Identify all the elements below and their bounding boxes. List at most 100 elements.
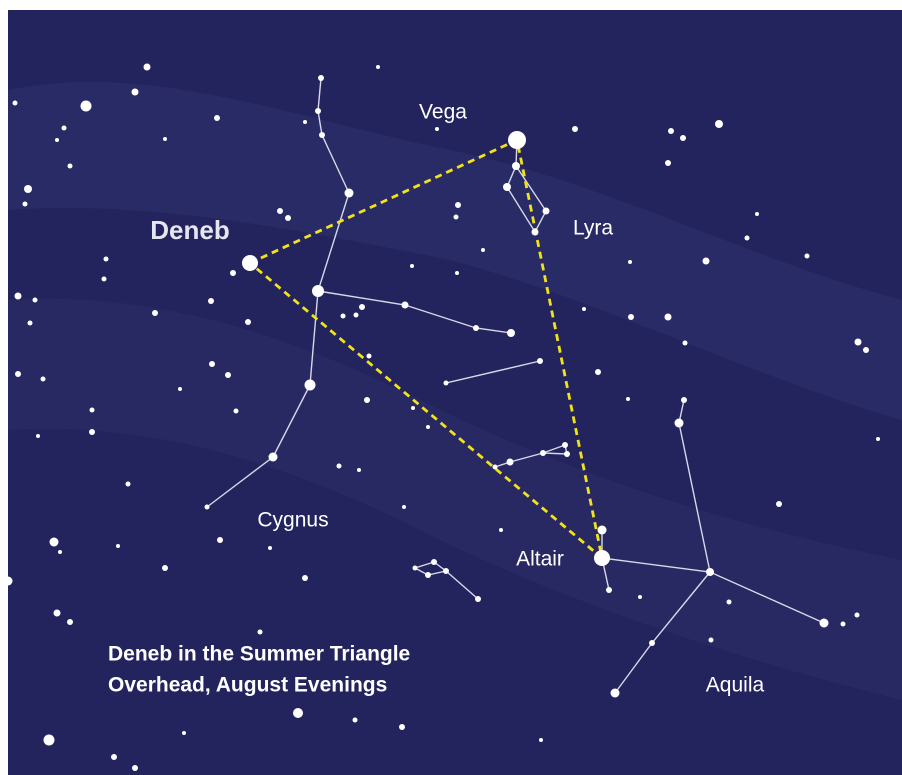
star bbox=[182, 731, 186, 735]
star bbox=[473, 325, 479, 331]
star bbox=[475, 596, 481, 602]
star bbox=[103, 256, 109, 262]
star bbox=[715, 120, 723, 128]
star bbox=[55, 138, 59, 142]
star bbox=[412, 565, 418, 571]
star bbox=[595, 369, 601, 375]
star bbox=[303, 120, 307, 124]
star bbox=[285, 215, 291, 221]
summer-triangle bbox=[247, 137, 605, 562]
constellation-label: Aquila bbox=[706, 674, 765, 697]
star bbox=[755, 212, 759, 216]
star bbox=[340, 313, 346, 319]
star bbox=[512, 162, 520, 170]
star bbox=[376, 65, 380, 69]
star bbox=[209, 361, 215, 367]
star bbox=[89, 429, 95, 435]
star bbox=[257, 629, 263, 635]
star bbox=[359, 304, 365, 310]
star-label: Altair bbox=[516, 548, 564, 571]
star bbox=[453, 214, 459, 220]
star bbox=[353, 312, 359, 318]
star bbox=[53, 609, 61, 617]
star bbox=[277, 208, 283, 214]
star bbox=[628, 314, 634, 320]
star bbox=[101, 276, 107, 282]
star bbox=[32, 297, 38, 303]
star bbox=[431, 559, 437, 565]
star bbox=[610, 688, 620, 698]
star bbox=[208, 298, 214, 304]
constellation-line bbox=[445, 360, 541, 384]
star bbox=[143, 63, 151, 71]
star bbox=[43, 734, 55, 746]
star bbox=[22, 201, 28, 207]
star bbox=[67, 619, 73, 625]
star bbox=[606, 587, 612, 593]
star bbox=[125, 481, 131, 487]
star bbox=[410, 264, 414, 268]
star-label: Deneb bbox=[150, 215, 229, 245]
star bbox=[178, 387, 182, 391]
star bbox=[562, 442, 568, 448]
star bbox=[649, 640, 655, 646]
star bbox=[840, 621, 846, 627]
star bbox=[682, 340, 688, 346]
star bbox=[594, 550, 610, 566]
milky-way-band bbox=[8, 298, 902, 700]
star bbox=[401, 301, 409, 309]
star bbox=[399, 724, 405, 730]
star bbox=[537, 358, 543, 364]
star bbox=[132, 765, 138, 771]
star bbox=[638, 595, 642, 599]
star bbox=[364, 397, 370, 403]
star bbox=[80, 100, 92, 112]
star bbox=[443, 380, 449, 386]
star bbox=[425, 572, 431, 578]
star bbox=[352, 717, 358, 723]
star bbox=[819, 618, 829, 628]
star bbox=[708, 637, 714, 643]
star bbox=[225, 372, 231, 378]
star bbox=[804, 253, 810, 259]
caption: Overhead, August Evenings bbox=[108, 674, 387, 697]
star bbox=[664, 313, 672, 321]
star bbox=[116, 544, 120, 548]
star bbox=[268, 452, 278, 462]
star bbox=[702, 257, 710, 265]
star bbox=[319, 132, 325, 138]
star bbox=[58, 550, 62, 554]
star bbox=[681, 397, 687, 403]
star bbox=[402, 505, 406, 509]
star bbox=[245, 319, 251, 325]
star bbox=[268, 546, 272, 550]
star bbox=[426, 425, 430, 429]
constellation-line bbox=[206, 77, 350, 508]
star bbox=[293, 708, 303, 718]
star bbox=[668, 128, 674, 134]
star bbox=[455, 202, 461, 208]
star bbox=[217, 537, 223, 543]
star bbox=[582, 307, 586, 311]
star bbox=[336, 463, 342, 469]
star bbox=[12, 100, 18, 106]
star bbox=[597, 525, 607, 535]
star bbox=[854, 612, 860, 618]
star bbox=[540, 450, 546, 456]
star bbox=[40, 376, 46, 382]
star bbox=[304, 379, 316, 391]
star bbox=[443, 568, 449, 574]
star bbox=[542, 207, 550, 215]
star bbox=[539, 738, 543, 742]
star bbox=[14, 292, 22, 300]
star bbox=[863, 347, 869, 353]
star bbox=[302, 575, 308, 581]
star bbox=[315, 108, 321, 114]
star bbox=[435, 127, 439, 131]
star bbox=[131, 88, 139, 96]
star bbox=[411, 406, 415, 410]
star bbox=[111, 754, 117, 760]
star bbox=[15, 371, 21, 377]
